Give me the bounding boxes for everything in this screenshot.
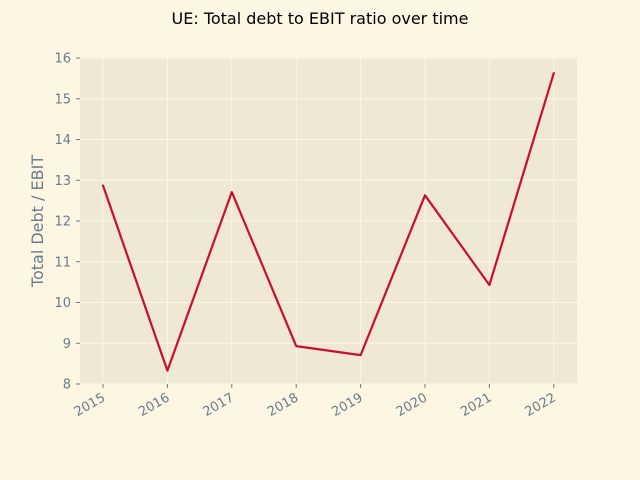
y-tick-label: 8 [63, 378, 71, 393]
x-tick-label: 2021 [458, 390, 494, 420]
x-tick-label: 2018 [265, 390, 301, 420]
y-tick-label: 16 [54, 52, 71, 67]
x-tick-label: 2019 [329, 390, 365, 420]
y-tick-label: 14 [54, 133, 71, 148]
x-tick-label: 2020 [394, 390, 430, 420]
y-tick-label: 13 [54, 174, 71, 189]
x-tick-label: 2022 [523, 390, 559, 420]
y-axis-title: Total Debt / EBIT [28, 155, 47, 288]
x-tick-label: 2016 [136, 390, 172, 420]
y-tick-label: 12 [54, 215, 71, 230]
x-tick-label: 2017 [201, 390, 237, 420]
x-tick-label: 2015 [72, 390, 108, 420]
y-tick-label: 15 [54, 92, 71, 107]
y-tick-label: 9 [63, 337, 71, 352]
chart-title: UE: Total debt to EBIT ratio over time [172, 9, 469, 28]
grid-lines [80, 57, 577, 385]
series-group [101, 71, 555, 372]
series-line [101, 71, 555, 372]
y-tick-label: 10 [54, 296, 71, 311]
y-tick-label: 11 [54, 255, 71, 270]
